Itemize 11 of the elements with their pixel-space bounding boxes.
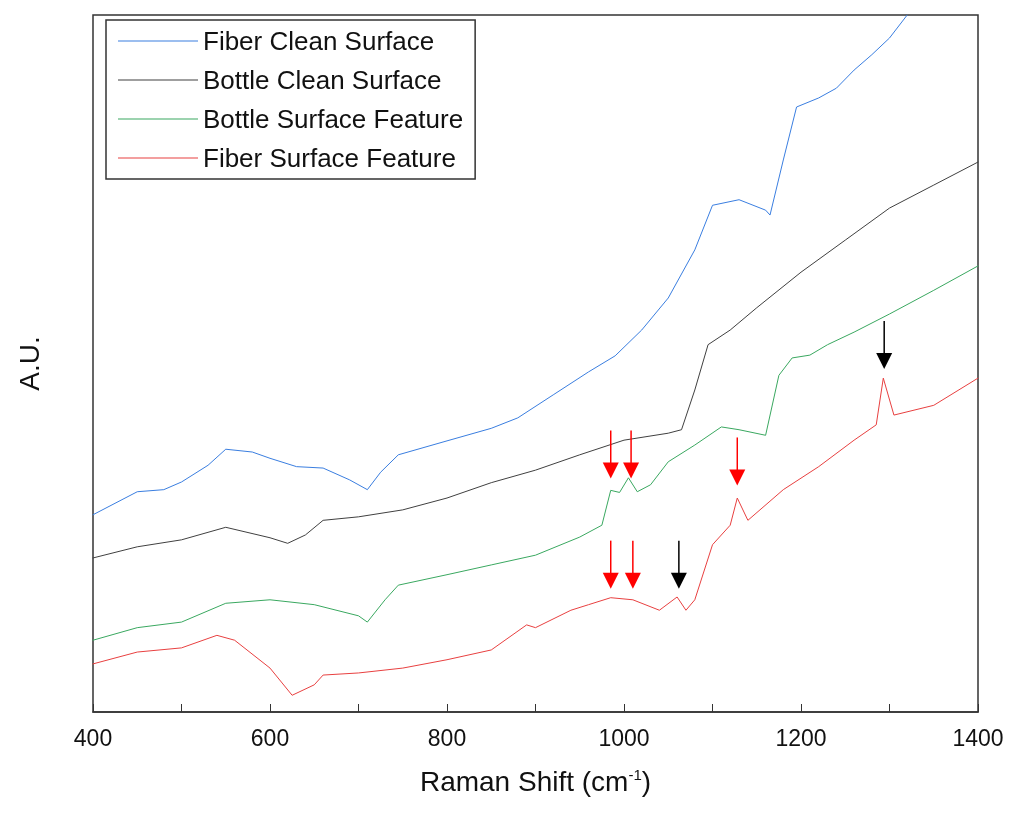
x-tick-label: 600: [250, 724, 290, 751]
x-tick-label: 800: [427, 724, 467, 751]
legend-label: Bottle Clean Surface: [203, 65, 442, 95]
legend-label: Fiber Clean Surface: [203, 26, 435, 56]
x-tick-label: 1400: [952, 724, 1004, 751]
y-axis-title: A.U.: [13, 336, 45, 391]
x-tick-label: 1000: [598, 724, 650, 751]
x-tick-label: 400: [73, 724, 113, 751]
legend-label: Bottle Surface Feature: [203, 104, 464, 134]
x-tick-label: 1200: [775, 724, 827, 751]
legend-label: Fiber Surface Feature: [203, 143, 456, 173]
